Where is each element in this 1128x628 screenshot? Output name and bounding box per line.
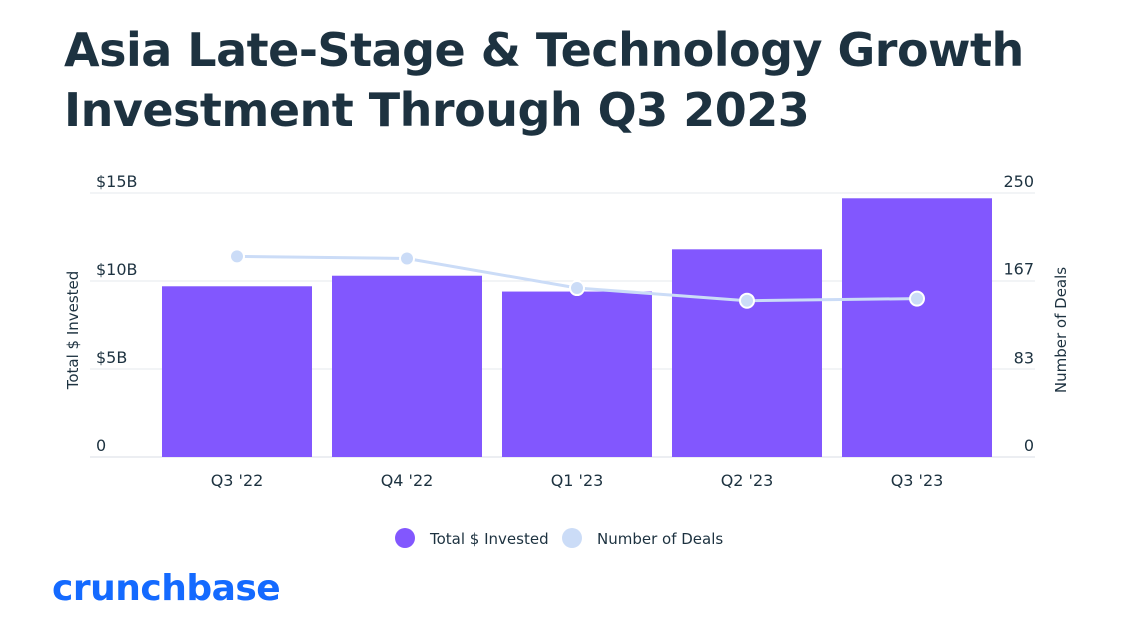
x-tick-label: Q2 '23 [721, 471, 774, 490]
x-tick-label: Q4 '22 [381, 471, 434, 490]
bar-series [162, 198, 992, 457]
bar [842, 198, 992, 457]
right-axis-ticks: 0 83 167 250 [1003, 172, 1034, 455]
crunchbase-logo: crunchbase [52, 568, 281, 609]
line-series [229, 248, 925, 309]
deals-point [229, 248, 245, 265]
left-tick-label: $10B [96, 260, 138, 279]
deals-point [399, 250, 415, 267]
left-tick-label: $15B [96, 172, 138, 191]
right-tick-label: 0 [1024, 436, 1034, 455]
bar [672, 249, 822, 457]
left-tick-label: 0 [96, 436, 106, 455]
bar [502, 291, 652, 457]
bar [162, 286, 312, 457]
legend-label-line: Number of Deals [597, 530, 723, 548]
chart-title: Asia Late-Stage & Technology Growth Inve… [64, 20, 1064, 140]
legend-swatch-bars [395, 528, 415, 548]
right-tick-label: 250 [1003, 172, 1034, 191]
right-axis-title: Number of Deals [1052, 267, 1070, 393]
left-tick-label: $5B [96, 348, 127, 367]
deals-point [909, 290, 925, 307]
right-tick-label: 167 [1003, 260, 1034, 279]
x-tick-label: Q3 '23 [891, 471, 944, 490]
legend: Total $ Invested Number of Deals [395, 528, 723, 548]
chart-title-line-1: Asia Late-Stage & Technology Growth [64, 23, 1024, 77]
legend-label-bars: Total $ Invested [429, 530, 549, 548]
legend-swatch-line [562, 528, 582, 548]
left-axis-ticks: 0 $5B $10B $15B [96, 172, 138, 455]
left-axis-title: Total $ Invested [64, 271, 82, 391]
chart-title-line-2: Investment Through Q3 2023 [64, 83, 810, 137]
bar [332, 275, 482, 457]
deals-point [739, 292, 755, 309]
x-axis-ticks: Q3 '22 Q4 '22 Q1 '23 Q2 '23 Q3 '23 [211, 471, 944, 490]
deals-point [569, 280, 585, 297]
right-tick-label: 83 [1014, 348, 1034, 367]
x-tick-label: Q1 '23 [551, 471, 604, 490]
x-tick-label: Q3 '22 [211, 471, 264, 490]
